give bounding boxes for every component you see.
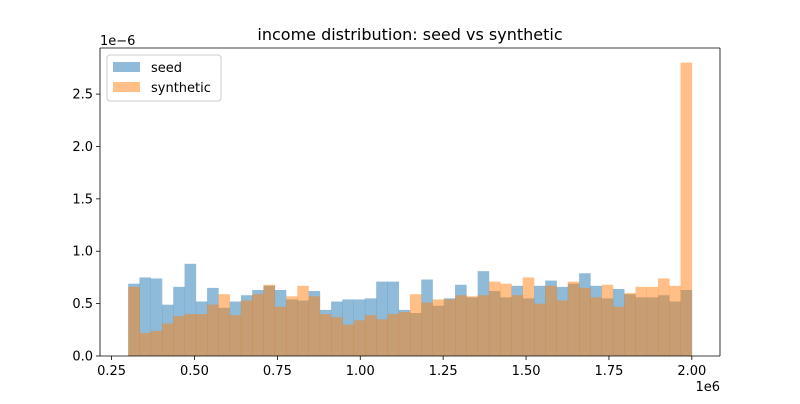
- synthetic-bar: [308, 296, 321, 356]
- x-axis-scale-label: 1e6: [695, 380, 720, 395]
- synthetic-bar: [398, 312, 411, 356]
- synthetic-bar: [240, 300, 253, 356]
- synthetic-bar: [218, 294, 230, 356]
- synthetic-bar: [579, 287, 591, 356]
- synthetic-bar: [658, 278, 670, 356]
- synthetic-bar: [567, 281, 580, 356]
- synthetic-bar: [173, 316, 185, 356]
- y-tick-label: 0.5: [72, 297, 93, 312]
- synthetic-bar: [353, 320, 366, 356]
- chart-title: income distribution: seed vs synthetic: [257, 25, 562, 44]
- synthetic-bar: [162, 323, 174, 356]
- x-tick-label: 0.75: [263, 364, 292, 379]
- synthetic-bar: [635, 286, 648, 356]
- synthetic-bar: [342, 324, 354, 356]
- x-tick-label: 1.75: [594, 364, 623, 379]
- synthetic-bar: [229, 315, 242, 356]
- legend-label-synthetic: synthetic: [151, 81, 211, 96]
- synthetic-bar: [331, 317, 343, 356]
- y-tick-label: 2.5: [72, 88, 93, 103]
- synthetic-bar: [263, 284, 276, 356]
- synthetic-bar: [545, 285, 557, 356]
- x-tick-label: 1.25: [429, 364, 458, 379]
- axes: 0.25 0.50 0.75 1.00 1.25 1.50 1.75 2.00 0.0 0.5 1.…: [72, 47, 721, 379]
- synthetic-bar: [432, 299, 445, 356]
- legend-swatch-seed: [113, 62, 140, 72]
- synthetic-bar: [297, 285, 309, 356]
- x-tick-label: 2.00: [677, 364, 706, 379]
- synthetic-bar: [376, 319, 388, 356]
- synthetic-bar: [207, 304, 219, 356]
- synthetic-bar: [274, 306, 287, 356]
- seed-bar: [376, 281, 388, 356]
- synthetic-bar: [500, 283, 512, 356]
- synthetic-bar: [421, 302, 433, 356]
- synthetic-bar: [534, 303, 546, 356]
- legend-label-seed: seed: [151, 61, 182, 76]
- synthetic-bar: [590, 297, 602, 356]
- y-tick-label: 1.0: [72, 245, 93, 260]
- synthetic-bar: [680, 62, 693, 357]
- synthetic-bar: [624, 293, 636, 356]
- synthetic-bar: [601, 284, 614, 356]
- synthetic-bar: [511, 295, 524, 356]
- synthetic-bar: [139, 332, 152, 356]
- synthetic-bar: [488, 281, 501, 356]
- y-tick-label: 0.0: [72, 350, 93, 365]
- legend: seed synthetic: [106, 54, 222, 102]
- synthetic-bar: [556, 300, 569, 356]
- synthetic-bar: [195, 314, 208, 356]
- synthetic-bar: [364, 315, 377, 356]
- x-tick-label: 0.50: [180, 364, 209, 379]
- x-tick-label: 1.50: [512, 364, 541, 379]
- seed-bar: [150, 278, 163, 356]
- synthetic-bar: [286, 296, 298, 356]
- synthetic-bar: [184, 314, 197, 356]
- histogram-bars: [128, 62, 693, 357]
- synthetic-bar: [150, 330, 163, 356]
- synthetic-bar: [646, 286, 659, 356]
- synthetic-bar: [522, 277, 535, 356]
- synthetic-bar: [319, 314, 332, 356]
- synthetic-bar: [410, 294, 422, 356]
- x-tick-label: 0.25: [97, 364, 126, 379]
- synthetic-bar: [477, 295, 490, 356]
- y-tick-label: 2.0: [72, 140, 93, 155]
- y-axis-scale-label: 1e−6: [100, 34, 135, 49]
- legend-swatch-synthetic: [113, 82, 140, 92]
- synthetic-bar: [455, 295, 467, 356]
- synthetic-bar: [612, 306, 625, 356]
- y-tick-label: 1.5: [72, 192, 93, 207]
- synthetic-bar: [466, 296, 478, 356]
- x-tick-label: 1.00: [346, 364, 375, 379]
- seed-bar: [139, 277, 152, 356]
- seed-bar: [184, 263, 197, 356]
- synthetic-bar: [387, 314, 400, 356]
- synthetic-bar: [252, 294, 264, 356]
- synthetic-bar: [443, 299, 456, 356]
- synthetic-bar: [128, 286, 140, 356]
- synthetic-bar: [669, 285, 681, 356]
- series-synthetic: [128, 62, 693, 357]
